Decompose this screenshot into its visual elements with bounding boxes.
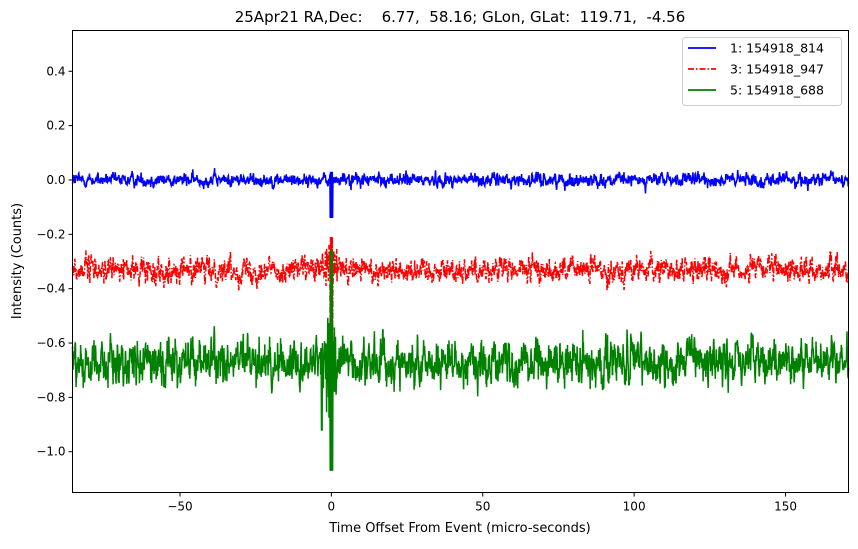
y-tick-label: −0.8	[36, 390, 65, 404]
series-line-1	[71, 168, 850, 219]
legend: 1: 154918_814 3: 154918_947 5: 154918_688	[682, 37, 842, 106]
legend-label: 3: 154918_947	[730, 62, 824, 77]
series-line-3	[71, 250, 850, 471]
x-tick-label: 0	[328, 500, 336, 514]
series-layer	[71, 168, 850, 471]
y-tick-label: −1.0	[36, 445, 65, 459]
x-tick-label: 50	[475, 500, 490, 514]
ticks-layer: −50 0 50 100 150 0.4 0.2 0.0 −0.2 −0.4 −0.6 −0.8 −1.…	[36, 64, 797, 513]
y-tick-label: 0.0	[46, 173, 65, 187]
y-axis-label: Intensity (Counts)	[10, 203, 25, 319]
series-line-2	[71, 236, 850, 344]
x-tick-label: 100	[623, 500, 646, 514]
y-tick-label: −0.2	[36, 227, 65, 241]
legend-box	[682, 37, 842, 106]
x-tick-label: 150	[774, 500, 797, 514]
x-axis-label: Time Offset From Event (micro-seconds)	[328, 521, 591, 536]
plot-frame	[72, 30, 849, 493]
chart-title: 25Apr21 RA,Dec: 6.77, 58.16; GLon, GLat:…	[235, 8, 686, 26]
legend-label: 1: 154918_814	[730, 41, 824, 56]
y-tick-label: −0.4	[36, 282, 65, 296]
legend-label: 5: 154918_688	[730, 83, 824, 98]
x-tick-label: −50	[167, 500, 192, 514]
y-tick-label: 0.2	[46, 119, 65, 133]
y-tick-label: −0.6	[36, 336, 65, 350]
y-tick-label: 0.4	[46, 64, 65, 78]
